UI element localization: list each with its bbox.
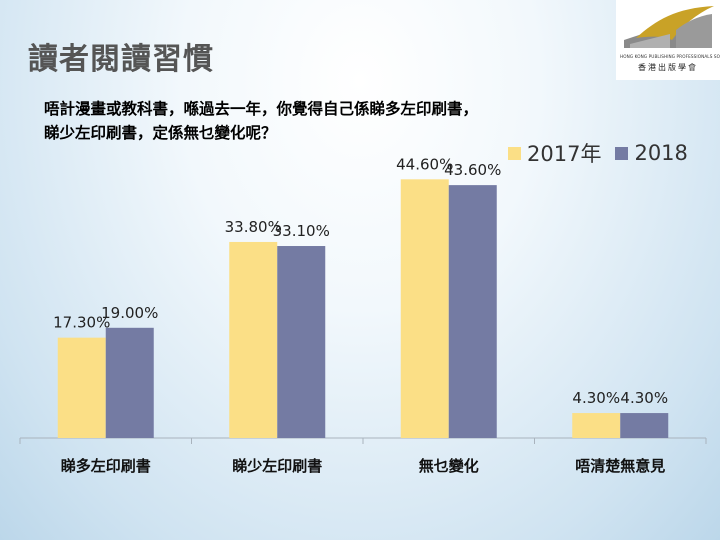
- bar-2017-3: [572, 413, 621, 438]
- category-label-1: 睇少左印刷書: [232, 457, 322, 475]
- legend-label-2018: 2018: [634, 141, 688, 165]
- data-label-2017-2: 44.60%: [396, 155, 453, 173]
- org-logo: HONG KONG PUBLISHING PROFESSIONALS SOCIE…: [616, 0, 720, 80]
- data-label-2017-0: 17.30%: [53, 314, 110, 332]
- logo-org-chinese: 香港出版學會: [638, 63, 698, 72]
- survey-question: 唔計漫畫或教科書，喺過去一年，你覺得自己係睇多左印刷書， 睇少左印刷書，定係無乜…: [44, 97, 684, 145]
- bar-2018-0: [105, 327, 154, 438]
- question-line-1: 唔計漫畫或教科書，喺過去一年，你覺得自己係睇多左印刷書，: [44, 100, 479, 118]
- category-label-3: 唔清楚無意見: [575, 457, 665, 475]
- chart-legend: 2017年 2018: [508, 140, 702, 166]
- page-title: 讀者閱讀習慣: [28, 42, 214, 77]
- bar-2017-2: [400, 179, 449, 438]
- data-label-2018-3: 4.30%: [620, 389, 668, 407]
- category-label-0: 睇多左印刷書: [61, 457, 151, 475]
- legend-swatch-2018: [615, 146, 629, 160]
- question-line-2: 睇少左印刷書，定係無乜變化呢？: [44, 124, 277, 142]
- legend-swatch-2017: [508, 146, 521, 160]
- legend-item-2018: 2018: [615, 141, 688, 165]
- bar-2017-1: [229, 241, 278, 438]
- data-label-2018-0: 19.00%: [101, 304, 158, 322]
- category-label-2: 無乜變化: [419, 457, 479, 475]
- legend-item-2017: 2017年: [508, 138, 601, 168]
- bar-2018-2: [448, 185, 497, 438]
- data-label-2017-1: 33.80%: [225, 218, 282, 236]
- legend-label-2017: 2017年: [527, 142, 602, 166]
- bar-2017-0: [57, 337, 106, 438]
- data-label-2017-3: 4.30%: [572, 389, 620, 407]
- bar-2018-1: [277, 246, 326, 438]
- data-label-2018-2: 43.60%: [444, 161, 501, 179]
- logo-mark-icon: [624, 6, 714, 48]
- data-label-2018-1: 33.10%: [273, 222, 330, 240]
- bar-2018-3: [620, 413, 669, 438]
- logo-org-english: HONG KONG PUBLISHING PROFESSIONALS SOCIE…: [620, 54, 720, 59]
